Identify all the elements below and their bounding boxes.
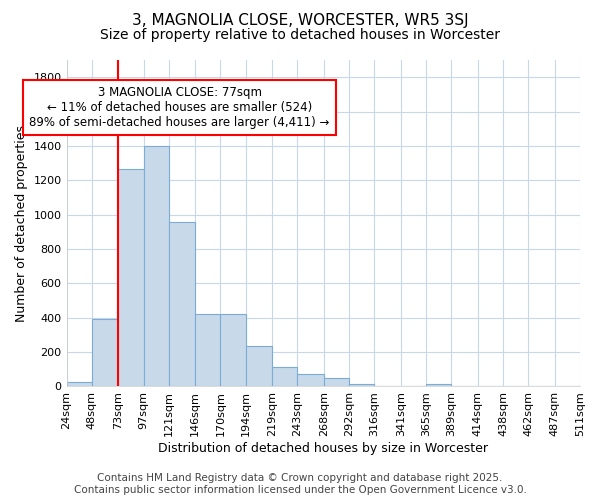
Text: Size of property relative to detached houses in Worcester: Size of property relative to detached ho… — [100, 28, 500, 42]
Bar — [298, 374, 324, 386]
Bar — [195, 314, 220, 386]
Bar — [324, 378, 349, 386]
Bar — [67, 382, 92, 386]
X-axis label: Distribution of detached houses by size in Worcester: Distribution of detached houses by size … — [158, 442, 488, 455]
Bar — [349, 384, 374, 386]
Bar — [272, 366, 298, 386]
Bar — [92, 320, 118, 386]
Text: Contains HM Land Registry data © Crown copyright and database right 2025.
Contai: Contains HM Land Registry data © Crown c… — [74, 474, 526, 495]
Bar — [220, 314, 246, 386]
Y-axis label: Number of detached properties: Number of detached properties — [15, 124, 28, 322]
Text: 3 MAGNOLIA CLOSE: 77sqm
← 11% of detached houses are smaller (524)
89% of semi-d: 3 MAGNOLIA CLOSE: 77sqm ← 11% of detache… — [29, 86, 329, 129]
Bar — [246, 346, 272, 387]
Text: 3, MAGNOLIA CLOSE, WORCESTER, WR5 3SJ: 3, MAGNOLIA CLOSE, WORCESTER, WR5 3SJ — [131, 12, 469, 28]
Bar — [426, 384, 451, 386]
Bar — [143, 146, 169, 386]
Bar — [118, 169, 143, 386]
Bar — [169, 222, 195, 386]
